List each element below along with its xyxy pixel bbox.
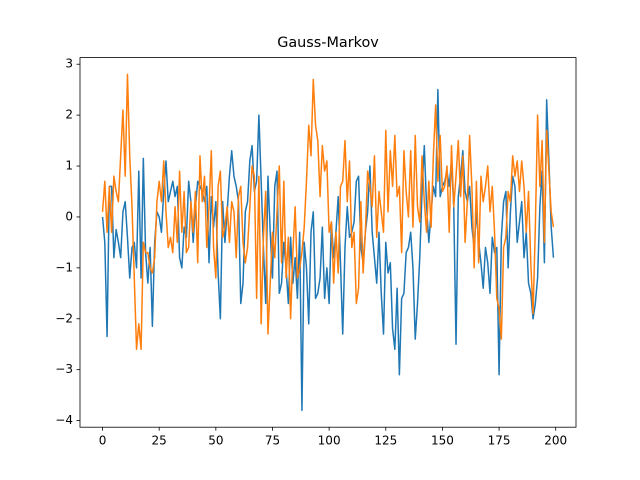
x-tick-label: 200 [544, 434, 567, 448]
x-tick-label: 125 [374, 434, 397, 448]
chart-title: Gauss-Markov [277, 35, 379, 51]
line-series [101, 88, 555, 412]
x-tick-label: 175 [488, 434, 511, 448]
x-tick-label: 0 [99, 434, 107, 448]
line-series [101, 73, 555, 351]
y-tick-label: −4 [55, 413, 73, 427]
y-tick-label: 2 [65, 108, 73, 122]
y-tick-label: −2 [55, 311, 73, 325]
y-tick-label: −3 [55, 362, 73, 376]
x-tick-label: 75 [265, 434, 280, 448]
x-tick-label: 25 [152, 434, 167, 448]
y-tick-label: −1 [55, 260, 73, 274]
plot-frame [79, 57, 577, 428]
x-tick-label: 100 [318, 434, 341, 448]
x-tick-label: 50 [208, 434, 223, 448]
y-tick-label: 3 [65, 57, 73, 71]
y-tick-label: 0 [65, 209, 73, 223]
x-tick-label: 150 [431, 434, 454, 448]
y-tick-label: 1 [65, 159, 73, 173]
